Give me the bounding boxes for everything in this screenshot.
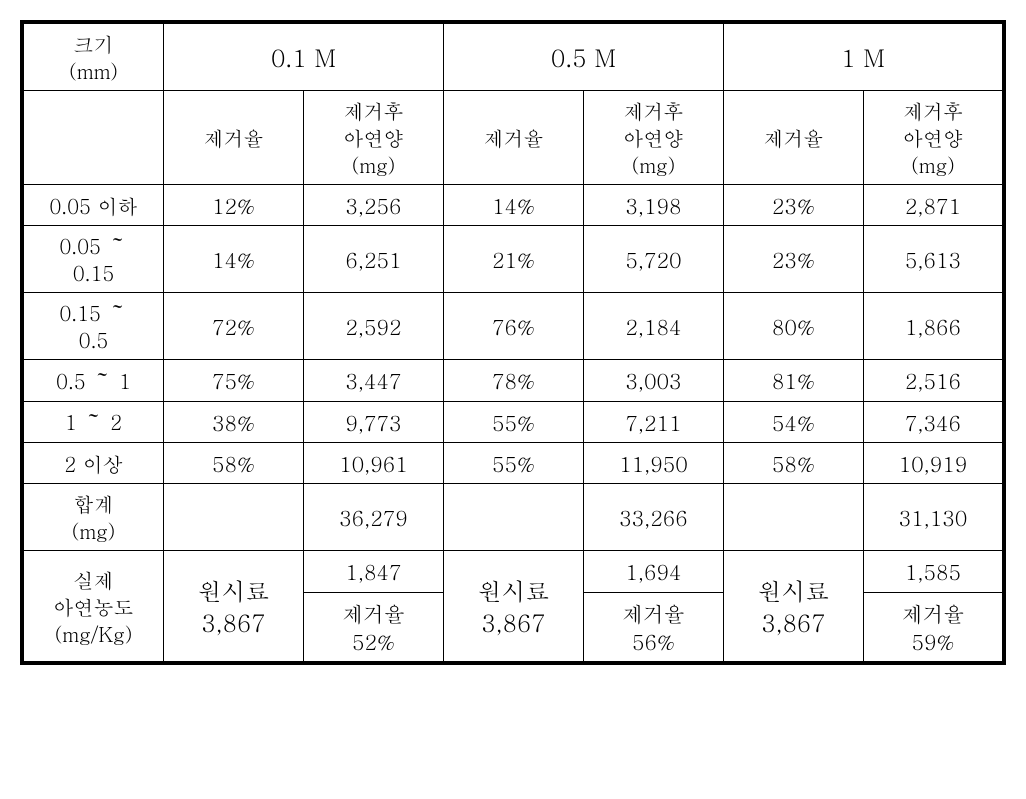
cell: 2,516 [863,360,1002,401]
cell: 14% [443,185,583,226]
conc-header-2: 0.5 M [443,24,723,91]
cell: 21% [443,226,583,293]
cell: 3,003 [583,360,723,401]
cell: 1,866 [863,293,1002,360]
cell: 5,720 [583,226,723,293]
sub-amount-3: 제거후 아연양 (mg) [863,91,1002,185]
sub-rate-1: 제거율 [163,91,303,185]
raw-sample-3: 원시료 3,867 [723,551,863,662]
table-row: 0.05 ～ 0.15 14% 6,251 21% 5,720 23% 5,61… [24,226,1003,293]
footer-row-1: 실제 아연농도 (mg/Kg) 원시료 3,867 1,847 원시료 3,86… [24,551,1003,592]
conc-header-1: 0.1 M [163,24,443,91]
sub-amount-1: 제거후 아연양 (mg) [303,91,443,185]
cell: 80% [723,293,863,360]
blank-cell [24,91,164,185]
table-row: 1 ～ 2 38% 9,773 55% 7,211 54% 7,346 [24,401,1003,442]
total-cell: 33,266 [583,484,723,551]
row-label: 0.05 이하 [24,185,164,226]
blank-cell [163,484,303,551]
cell: 2,592 [303,293,443,360]
total-label: 합계 (mg) [24,484,164,551]
cell: 76% [443,293,583,360]
row-label: 2 이상 [24,443,164,484]
cell: 58% [723,443,863,484]
cell: 54% [723,401,863,442]
sub-rate-2: 제거율 [443,91,583,185]
cell: 12% [163,185,303,226]
cell: 2,871 [863,185,1002,226]
conc-header-3: 1 M [723,24,1002,91]
cell: 58% [163,443,303,484]
cell: 3,256 [303,185,443,226]
footer-rate-2: 제거율 56% [583,592,723,662]
cell: 9,773 [303,401,443,442]
cell: 23% [723,226,863,293]
footer-val-1: 1,847 [303,551,443,592]
cell: 7,211 [583,401,723,442]
cell: 72% [163,293,303,360]
table-subheader-row: 제거율 제거후 아연양 (mg) 제거율 제거후 아연양 (mg) 제거율 제거… [24,91,1003,185]
cell: 38% [163,401,303,442]
sub-rate-3: 제거율 [723,91,863,185]
cell: 55% [443,443,583,484]
cell: 78% [443,360,583,401]
cell: 14% [163,226,303,293]
cell: 6,251 [303,226,443,293]
cell: 11,950 [583,443,723,484]
total-row: 합계 (mg) 36,279 33,266 31,130 [24,484,1003,551]
total-cell: 31,130 [863,484,1002,551]
data-table: 크기 (mm) 0.1 M 0.5 M 1 M 제거율 제거후 아연양 (mg)… [20,20,1006,665]
footer-rate-1: 제거율 52% [303,592,443,662]
table-row: 0.5 ～ 1 75% 3,447 78% 3,003 81% 2,516 [24,360,1003,401]
cell: 23% [723,185,863,226]
table-row: 0.05 이하 12% 3,256 14% 3,198 23% 2,871 [24,185,1003,226]
cell: 5,613 [863,226,1002,293]
row-label: 1 ～ 2 [24,401,164,442]
footer-rate-3: 제거율 59% [863,592,1002,662]
footer-val-2: 1,694 [583,551,723,592]
size-header: 크기 (mm) [24,24,164,91]
cell: 3,447 [303,360,443,401]
raw-sample-2: 원시료 3,867 [443,551,583,662]
cell: 75% [163,360,303,401]
total-cell: 36,279 [303,484,443,551]
cell: 10,961 [303,443,443,484]
cell: 3,198 [583,185,723,226]
cell: 2,184 [583,293,723,360]
cell: 55% [443,401,583,442]
row-label: 0.15 ～ 0.5 [24,293,164,360]
cell: 81% [723,360,863,401]
footer-label: 실제 아연농도 (mg/Kg) [24,551,164,662]
sub-amount-2: 제거후 아연양 (mg) [583,91,723,185]
table-header-row: 크기 (mm) 0.1 M 0.5 M 1 M [24,24,1003,91]
table-row: 0.15 ～ 0.5 72% 2,592 76% 2,184 80% 1,866 [24,293,1003,360]
blank-cell [443,484,583,551]
blank-cell [723,484,863,551]
row-label: 0.5 ～ 1 [24,360,164,401]
row-label: 0.05 ～ 0.15 [24,226,164,293]
cell: 10,919 [863,443,1002,484]
footer-val-3: 1,585 [863,551,1002,592]
table-row: 2 이상 58% 10,961 55% 11,950 58% 10,919 [24,443,1003,484]
raw-sample-1: 원시료 3,867 [163,551,303,662]
cell: 7,346 [863,401,1002,442]
